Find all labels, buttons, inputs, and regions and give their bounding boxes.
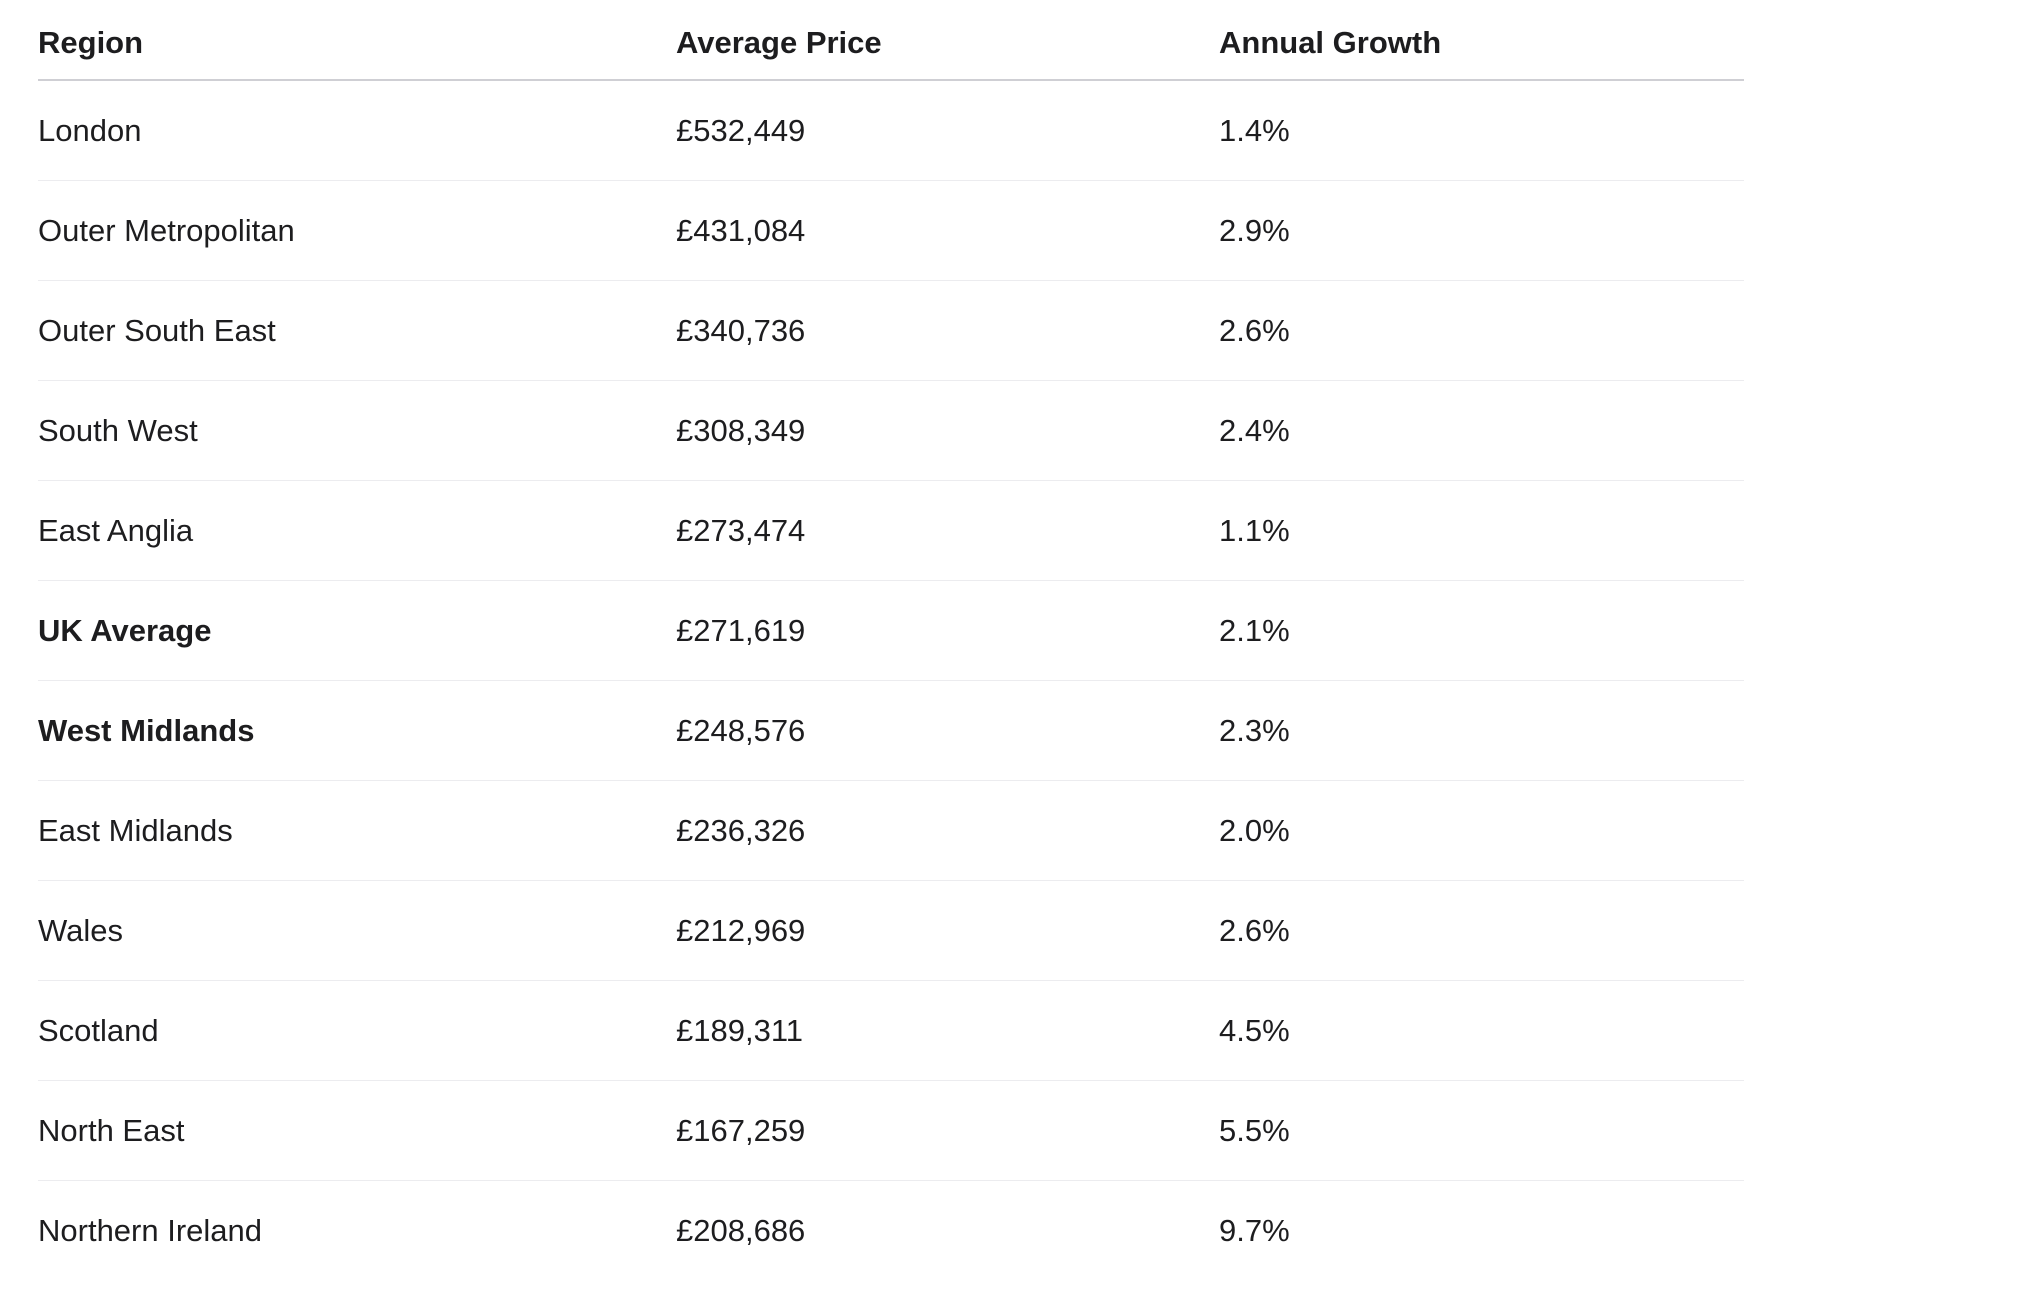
header-row: Region Average Price Annual Growth <box>38 0 1744 81</box>
table-row: Outer South East £340,736 2.6% <box>38 280 1744 381</box>
annual-growth-cell: 5.5% <box>1219 1080 1744 1181</box>
table-row: North East £167,259 5.5% <box>38 1080 1744 1181</box>
average-price-cell: £532,449 <box>676 80 1219 181</box>
region-cell: West Midlands <box>38 680 676 781</box>
annual-growth-cell: 2.1% <box>1219 580 1744 681</box>
table-row: South West £308,349 2.4% <box>38 380 1744 481</box>
annual-growth-cell: 2.9% <box>1219 180 1744 281</box>
average-price-cell: £236,326 <box>676 780 1219 881</box>
region-cell: South West <box>38 380 676 481</box>
table-row: West Midlands £248,576 2.3% <box>38 680 1744 781</box>
average-price-cell: £189,311 <box>676 980 1219 1081</box>
average-price-cell: £431,084 <box>676 180 1219 281</box>
column-header-region: Region <box>38 0 676 81</box>
annual-growth-cell: 1.4% <box>1219 80 1744 181</box>
table-row: East Anglia £273,474 1.1% <box>38 480 1744 581</box>
average-price-cell: £208,686 <box>676 1212 806 1248</box>
annual-growth-cell: 1.1% <box>1219 480 1744 581</box>
region-cell: East Anglia <box>38 480 676 581</box>
average-price-cell: £271,619 <box>676 580 1219 681</box>
average-price-cell: £340,736 <box>676 280 1219 381</box>
table-row: Wales £212,969 2.6% <box>38 880 1744 981</box>
annual-growth-cell: 2.0% <box>1219 780 1744 881</box>
average-price-cell: £212,969 <box>676 880 1219 981</box>
region-cell: Northern Ireland <box>38 1212 263 1248</box>
region-cell: UK Average <box>38 580 676 681</box>
average-price-cell: £308,349 <box>676 380 1219 481</box>
annual-growth-cell: 2.3% <box>1219 680 1744 781</box>
average-price-cell: £273,474 <box>676 480 1219 581</box>
annual-growth-cell: 2.6% <box>1219 880 1744 981</box>
region-cell: Outer Metropolitan <box>38 180 676 281</box>
average-price-cell: £248,576 <box>676 680 1219 781</box>
annual-growth-cell: 2.4% <box>1219 380 1744 481</box>
region-cell: North East <box>38 1080 676 1181</box>
region-cell: Outer South East <box>38 280 676 381</box>
table-row: East Midlands £236,326 2.0% <box>38 780 1744 881</box>
table-body: London £532,449 1.4% Outer Metropolitan £431… <box>38 80 1744 1280</box>
region-cell: London <box>38 80 676 181</box>
annual-growth-cell: 9.7% <box>1219 1212 1290 1248</box>
table-header: Region Average Price Annual Growth <box>38 0 1744 81</box>
table-row: London £532,449 1.4% <box>38 80 1744 181</box>
average-price-cell: £167,259 <box>676 1080 1219 1181</box>
table-row: Scotland £189,311 4.5% <box>38 980 1744 1081</box>
table-row: UK Average £271,619 2.1% <box>38 580 1744 681</box>
region-cell: Scotland <box>38 980 676 1081</box>
region-cell: Wales <box>38 880 676 981</box>
house-price-table: Region Average Price Annual Growth Londo… <box>38 0 1744 1280</box>
annual-growth-cell: 2.6% <box>1219 280 1744 381</box>
annual-growth-cell: 4.5% <box>1219 980 1744 1081</box>
region-cell: East Midlands <box>38 780 676 881</box>
column-header-average-price: Average Price <box>676 0 1219 81</box>
table-row: Outer Metropolitan £431,084 2.9% <box>38 180 1744 281</box>
column-header-annual-growth: Annual Growth <box>1219 0 1744 81</box>
table-row: Northern Ireland £208,686 9.7% <box>38 1180 1744 1280</box>
house-price-table-container: Region Average Price Annual Growth Londo… <box>38 0 1744 1280</box>
